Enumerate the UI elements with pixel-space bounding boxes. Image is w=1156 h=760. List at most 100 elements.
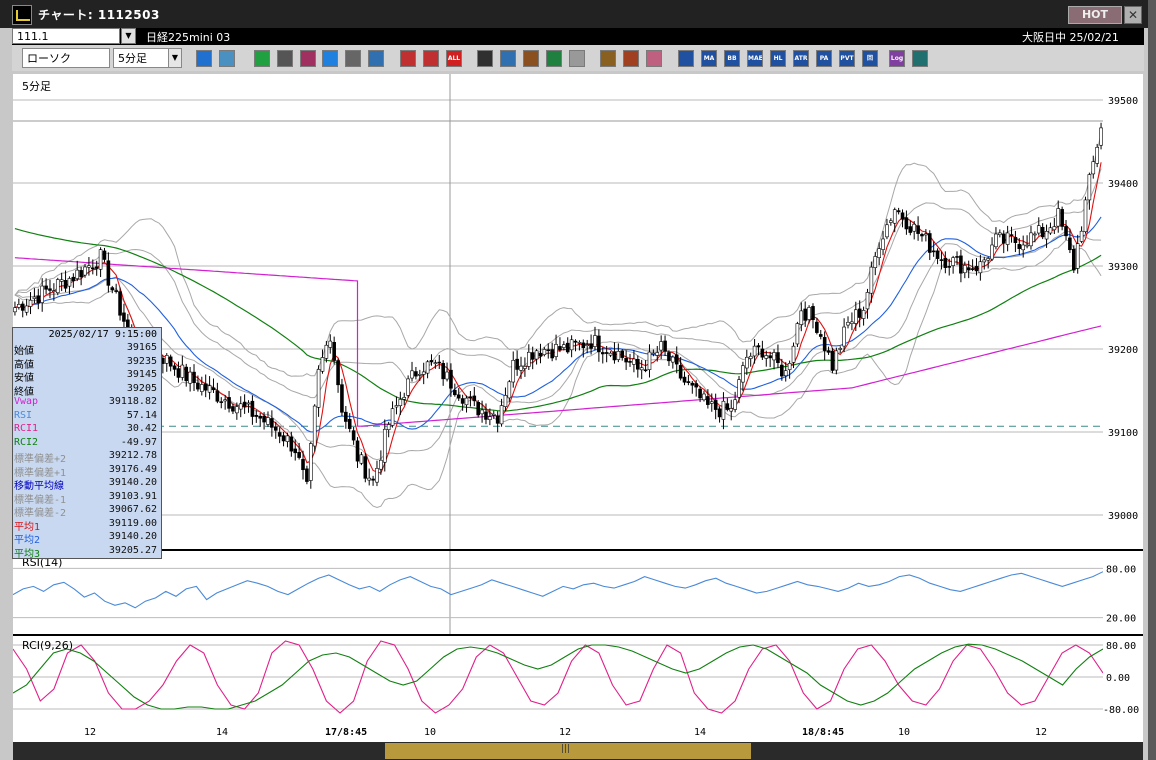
bar-left-icon[interactable] bbox=[400, 50, 416, 67]
candle-body bbox=[791, 345, 796, 363]
candle-body bbox=[628, 361, 632, 363]
candle-body bbox=[776, 352, 780, 363]
candle-body bbox=[1005, 232, 1010, 245]
candle-body bbox=[678, 365, 683, 379]
para-icon[interactable]: PA bbox=[816, 50, 832, 67]
ichimoku-icon[interactable] bbox=[678, 50, 694, 67]
candle-body bbox=[246, 402, 251, 405]
atr-icon[interactable]: ATR bbox=[793, 50, 809, 67]
candle-body bbox=[203, 383, 208, 391]
dist-icon[interactable] bbox=[523, 50, 539, 67]
candle-body bbox=[36, 295, 41, 304]
candle-body bbox=[873, 256, 878, 268]
close-button[interactable]: ✕ bbox=[1124, 6, 1142, 24]
bb-icon[interactable]: BB bbox=[724, 50, 740, 67]
candle-body bbox=[418, 373, 422, 376]
fit-icon[interactable] bbox=[912, 50, 928, 67]
candle-body bbox=[694, 383, 698, 388]
candle-body bbox=[289, 436, 294, 452]
candle-body bbox=[1060, 209, 1064, 227]
page-icon[interactable] bbox=[345, 50, 361, 67]
line-icon[interactable] bbox=[277, 50, 293, 67]
candle-body bbox=[935, 250, 940, 259]
candle-body bbox=[63, 280, 68, 289]
candle-body bbox=[1017, 244, 1022, 249]
candle-body bbox=[312, 405, 317, 447]
log-icon[interactable]: Log bbox=[889, 50, 905, 67]
candle-body bbox=[472, 395, 477, 402]
chart-scrollbar[interactable] bbox=[13, 742, 1143, 760]
interval-select[interactable]: 5分足 bbox=[113, 48, 169, 68]
candle-body bbox=[857, 308, 862, 318]
cursor-icon[interactable] bbox=[300, 50, 316, 67]
candle-body bbox=[83, 266, 87, 276]
chart-svg[interactable] bbox=[13, 74, 1103, 720]
chart-area[interactable] bbox=[13, 74, 1103, 720]
window-icon[interactable] bbox=[219, 50, 235, 67]
candle-body bbox=[667, 352, 671, 362]
scroll-thumb[interactable] bbox=[385, 743, 751, 759]
candle-body bbox=[1009, 234, 1014, 236]
rci1-line bbox=[13, 640, 1103, 714]
candle-body bbox=[608, 352, 613, 356]
info-label: 始値 bbox=[14, 346, 34, 357]
gear-icon[interactable] bbox=[600, 50, 616, 67]
pvt-icon[interactable]: PVT bbox=[839, 50, 855, 67]
candle-body bbox=[826, 350, 831, 353]
info-row: 移動平均線 39140.20 bbox=[13, 477, 159, 492]
candle-body bbox=[449, 369, 453, 389]
search-icon[interactable] bbox=[500, 50, 516, 67]
ma-icon[interactable]: MA bbox=[701, 50, 717, 67]
rsi-tick-label: 80.00 bbox=[1106, 564, 1136, 575]
zoom-icon[interactable] bbox=[196, 50, 212, 67]
info-value: 30.42 bbox=[126, 423, 157, 434]
info-value: 39140.20 bbox=[108, 477, 157, 488]
main-panel-label: 5分足 bbox=[22, 80, 51, 93]
info-value: 39118.82 bbox=[108, 396, 157, 407]
candle-body bbox=[978, 261, 983, 274]
candle-body bbox=[347, 418, 352, 429]
info-row: 平均2 39140.20 bbox=[13, 531, 159, 546]
candle-body bbox=[721, 400, 726, 420]
info-row: 高値 39235 bbox=[13, 356, 159, 371]
palette-icon[interactable] bbox=[646, 50, 662, 67]
candle-body bbox=[729, 408, 734, 412]
interval-dropdown-button[interactable]: ▼ bbox=[168, 48, 182, 68]
candle-body bbox=[164, 355, 169, 364]
tools-icon[interactable] bbox=[623, 50, 639, 67]
rsi-tick-label: 20.00 bbox=[1106, 614, 1136, 625]
grid-icon[interactable] bbox=[546, 50, 562, 67]
bar-right-icon[interactable] bbox=[423, 50, 439, 67]
mae-icon[interactable]: MAE bbox=[747, 50, 763, 67]
hl-icon[interactable]: HL bbox=[770, 50, 786, 67]
trash-icon[interactable] bbox=[368, 50, 384, 67]
info-label: 終値 bbox=[14, 386, 34, 398]
candle-body bbox=[787, 363, 792, 370]
candle-body bbox=[386, 424, 391, 431]
candle-body bbox=[273, 426, 278, 431]
symbol-dropdown-button[interactable]: ▼ bbox=[121, 28, 136, 44]
candle-body bbox=[344, 411, 348, 422]
time-tick-label: 12 bbox=[1035, 727, 1047, 738]
candle-body bbox=[180, 364, 185, 378]
candle-body bbox=[1036, 225, 1041, 234]
candle-body bbox=[1056, 208, 1061, 227]
all-icon[interactable]: ALL bbox=[446, 50, 462, 67]
blank-icon[interactable] bbox=[569, 50, 585, 67]
hot-button[interactable]: HOT bbox=[1068, 6, 1122, 24]
candle-body bbox=[1075, 243, 1080, 269]
cross-icon[interactable] bbox=[477, 50, 493, 67]
pen-icon[interactable] bbox=[254, 50, 270, 67]
arrow-icon[interactable] bbox=[322, 50, 338, 67]
candle-body bbox=[515, 358, 519, 370]
candle-body bbox=[460, 398, 465, 404]
box-icon[interactable]: 回 bbox=[862, 50, 878, 67]
candle-body bbox=[846, 321, 850, 326]
chart-type-select[interactable]: ローソク bbox=[22, 48, 110, 68]
symbol-code-input[interactable]: 111.1 bbox=[12, 28, 120, 44]
candle-body bbox=[636, 358, 640, 370]
candle-body bbox=[1072, 248, 1076, 271]
candle-body bbox=[277, 432, 282, 437]
candle-body bbox=[892, 209, 897, 224]
candle-body bbox=[495, 416, 500, 424]
